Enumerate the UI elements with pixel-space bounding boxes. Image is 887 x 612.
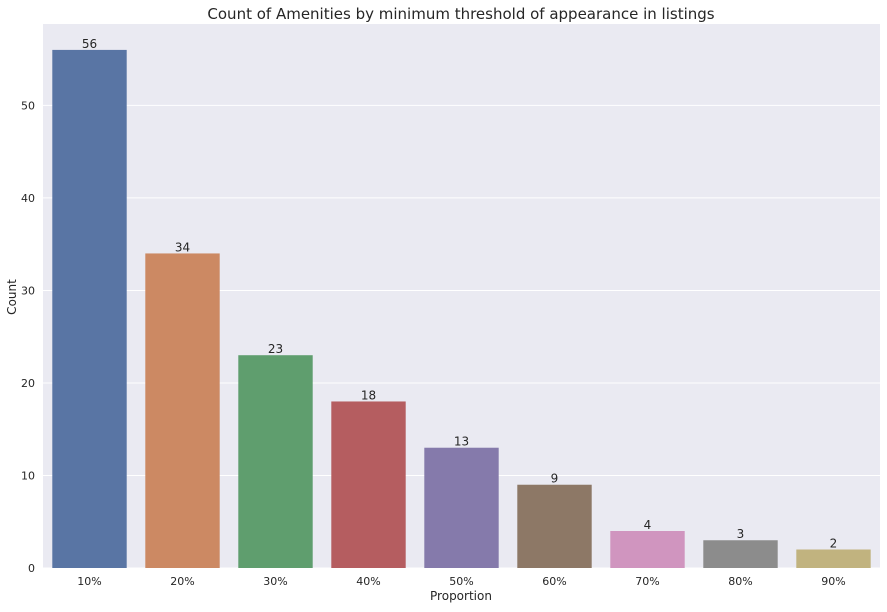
y-tick-label: 0 <box>28 562 35 575</box>
data-label: 34 <box>175 240 190 254</box>
data-label: 9 <box>551 472 559 486</box>
bar-40% <box>331 401 406 568</box>
x-tick-label: 50% <box>449 575 473 588</box>
bar-70% <box>610 530 685 568</box>
data-label: 56 <box>82 37 97 51</box>
bar-20% <box>145 253 220 568</box>
bar-30% <box>238 355 313 568</box>
y-tick-label: 10 <box>21 469 35 482</box>
data-labels: 56 34 23 18 13 9 4 3 2 <box>82 37 837 551</box>
x-tick-label: 60% <box>542 575 566 588</box>
x-tick-label: 80% <box>728 575 752 588</box>
y-tick-label: 30 <box>21 284 35 297</box>
bar-10% <box>52 49 127 568</box>
x-tick-label: 40% <box>356 575 380 588</box>
x-tick-label: 70% <box>635 575 659 588</box>
y-tick-labels: 0 10 20 30 40 50 <box>21 99 35 575</box>
bar-60% <box>517 484 592 568</box>
data-label: 3 <box>737 527 745 541</box>
data-label: 4 <box>644 518 652 532</box>
data-label: 2 <box>830 536 838 550</box>
y-tick-label: 20 <box>21 377 35 390</box>
chart-title: Count of Amenities by minimum threshold … <box>207 5 714 23</box>
data-label: 23 <box>268 342 283 356</box>
x-tick-label: 30% <box>263 575 287 588</box>
x-tick-label: 90% <box>821 575 845 588</box>
y-tick-label: 50 <box>21 99 35 112</box>
x-tick-label: 20% <box>170 575 194 588</box>
y-tick-label: 40 <box>21 192 35 205</box>
bar-90% <box>796 549 871 568</box>
y-axis-label: Count <box>5 279 19 315</box>
bar-50% <box>424 447 499 568</box>
data-label: 18 <box>361 388 376 402</box>
data-label: 13 <box>454 435 469 449</box>
x-tick-label: 10% <box>77 575 101 588</box>
x-axis-label: Proportion <box>430 589 492 603</box>
bars <box>52 49 871 568</box>
bar-80% <box>703 540 778 568</box>
x-tick-labels: 10% 20% 30% 40% 50% 60% 70% 80% 90% <box>77 575 845 588</box>
